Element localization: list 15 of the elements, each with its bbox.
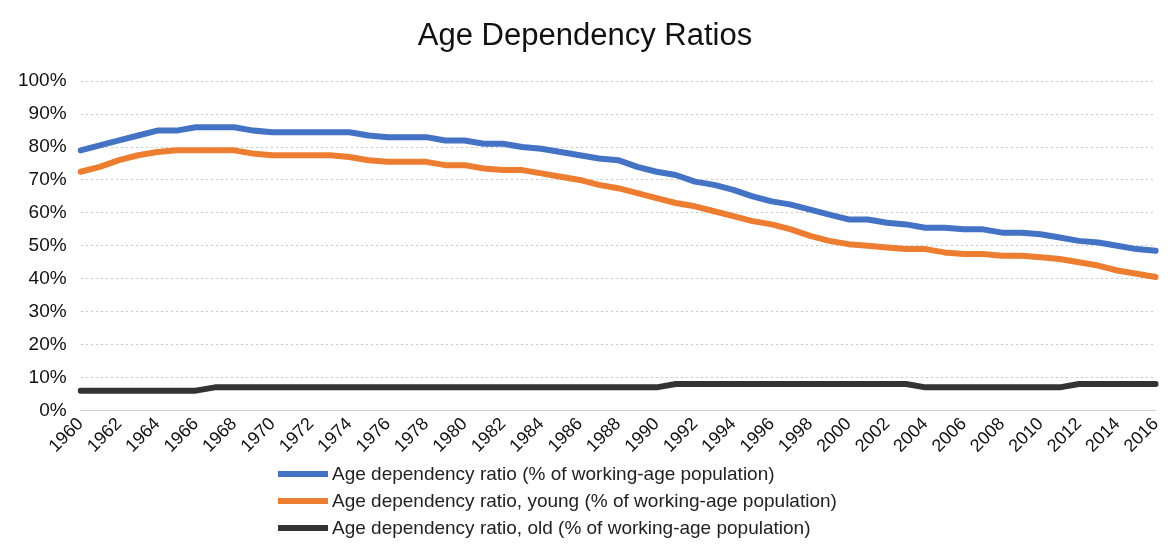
- legend-label: Age dependency ratio, young (% of working-age population): [332, 489, 837, 512]
- legend-label: Age dependency ratio (% of working-age population): [332, 462, 775, 485]
- y-tick-label: 20%: [28, 332, 67, 354]
- y-tick-label: 50%: [28, 234, 67, 256]
- y-tick-label: 0%: [39, 398, 67, 420]
- y-tick-label: 10%: [28, 365, 67, 387]
- y-tick-label: 60%: [28, 201, 67, 223]
- y-tick-label: 30%: [28, 299, 67, 321]
- legend-label: Age dependency ratio, old (% of working-age population): [332, 516, 811, 539]
- y-tick-label: 100%: [17, 69, 67, 91]
- chart-title: Age Dependency Ratios: [417, 17, 753, 53]
- y-tick-label: 40%: [28, 266, 67, 288]
- y-tick-label: 80%: [28, 135, 67, 157]
- y-tick-label: 70%: [28, 168, 67, 190]
- y-tick-label: 90%: [28, 102, 67, 124]
